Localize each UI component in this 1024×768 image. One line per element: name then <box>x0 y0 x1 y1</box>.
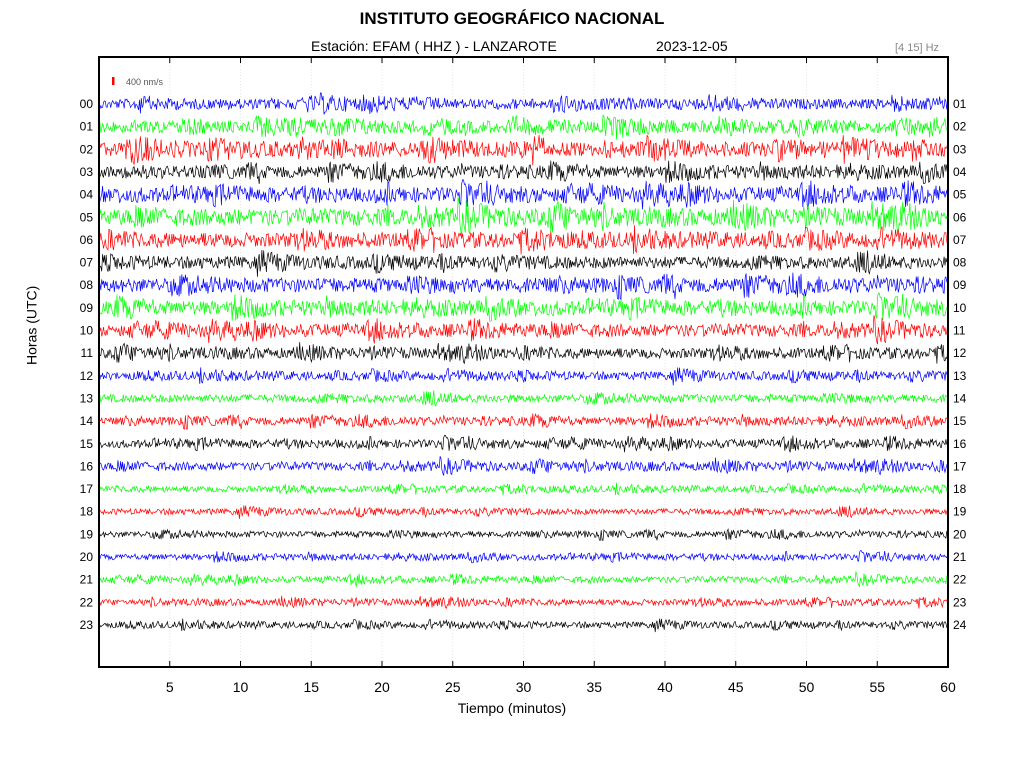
x-tick-label: 15 <box>303 679 319 695</box>
right-hour-label: 02 <box>953 120 967 134</box>
right-hour-label: 22 <box>953 573 967 587</box>
date-label: 2023-12-05 <box>656 38 728 54</box>
trace-hour-05 <box>98 197 949 236</box>
right-hour-label: 24 <box>953 618 967 632</box>
left-hour-label: 03 <box>80 165 94 179</box>
right-hour-label: 13 <box>953 369 967 383</box>
trace-hour-12 <box>98 367 949 386</box>
x-tick-label: 55 <box>869 679 885 695</box>
trace-hour-13 <box>98 390 948 407</box>
trace-hour-04 <box>98 179 949 210</box>
right-hour-label: 01 <box>953 97 967 111</box>
trace-hour-00 <box>98 92 949 115</box>
trace-hour-16 <box>98 456 948 476</box>
x-tick-label: 60 <box>940 679 956 695</box>
right-hour-label: 07 <box>953 233 967 247</box>
x-tick-label: 30 <box>516 679 532 695</box>
right-hour-label: 08 <box>953 256 967 270</box>
left-hour-label: 22 <box>80 595 94 609</box>
trace-hour-08 <box>98 272 948 300</box>
trace-hour-03 <box>98 160 949 184</box>
right-hour-label: 12 <box>953 346 967 360</box>
left-hour-label: 18 <box>80 505 94 519</box>
left-hour-label: 13 <box>80 391 94 405</box>
right-hour-label: 03 <box>953 142 967 156</box>
right-hour-label: 14 <box>953 391 967 405</box>
right-hour-label: 11 <box>953 324 966 338</box>
trace-hour-22 <box>98 595 949 610</box>
right-hour-label: 19 <box>953 505 967 519</box>
left-hour-label: 08 <box>80 278 94 292</box>
trace-hour-06 <box>98 225 949 255</box>
frequency-band-label: [4 15] Hz <box>895 42 940 54</box>
left-hour-label: 04 <box>80 188 94 202</box>
trace-hour-17 <box>98 482 949 496</box>
left-hour-label: 16 <box>80 459 94 473</box>
trace-hour-10 <box>98 315 949 345</box>
left-hour-label: 20 <box>80 550 94 564</box>
trace-hour-18 <box>98 505 948 519</box>
x-tick-label: 20 <box>374 679 390 695</box>
right-hour-label: 18 <box>953 482 967 496</box>
trace-hour-21 <box>98 570 948 588</box>
trace-hour-15 <box>98 434 949 453</box>
chart-title: INSTITUTO GEOGRÁFICO NACIONAL <box>359 9 665 28</box>
right-hour-label: 20 <box>953 527 967 541</box>
right-hour-label: 16 <box>953 437 967 451</box>
left-hour-label: 01 <box>80 120 94 134</box>
right-hour-label: 21 <box>953 550 967 564</box>
left-hour-label: 10 <box>80 324 94 338</box>
left-hour-label: 14 <box>80 414 94 428</box>
left-hour-label: 07 <box>80 256 94 270</box>
trace-hour-02 <box>98 134 949 166</box>
x-tick-label: 45 <box>728 679 744 695</box>
right-hour-label: 15 <box>953 414 967 428</box>
right-hour-label: 05 <box>953 188 967 202</box>
x-tick-label: 25 <box>445 679 461 695</box>
left-hour-label: 00 <box>80 97 94 111</box>
station-label: Estación: EFAM ( HHZ ) - LANZAROTE <box>311 38 557 54</box>
left-hour-label: 15 <box>80 437 94 451</box>
trace-hour-20 <box>98 550 949 564</box>
right-hour-label: 09 <box>953 278 967 292</box>
plot-frame <box>98 56 949 668</box>
left-hour-label: 21 <box>80 573 94 587</box>
x-tick-label: 35 <box>586 679 602 695</box>
trace-hour-23 <box>98 618 948 633</box>
right-hour-label: 06 <box>953 210 967 224</box>
x-tick-label: 40 <box>657 679 673 695</box>
x-tick-label: 50 <box>799 679 815 695</box>
trace-hour-01 <box>98 114 948 140</box>
x-tick-label: 5 <box>166 679 174 695</box>
left-hour-label: 09 <box>80 301 94 315</box>
left-hour-label: 19 <box>80 527 94 541</box>
left-hour-label: 11 <box>81 346 94 360</box>
x-axis-label: Tiempo (minutos) <box>457 700 567 716</box>
left-hour-label: 23 <box>80 618 94 632</box>
left-hour-label: 05 <box>80 210 94 224</box>
right-hour-label: 10 <box>953 301 967 315</box>
left-hour-label: 17 <box>80 482 94 496</box>
x-tick-label: 10 <box>233 679 249 695</box>
right-hour-label: 17 <box>953 459 967 473</box>
trace-hour-19 <box>98 528 949 541</box>
amplitude-scale-label: 400 nm/s <box>126 77 164 87</box>
right-hour-label: 23 <box>953 595 967 609</box>
left-hour-label: 02 <box>80 142 94 156</box>
trace-hour-11 <box>98 342 949 365</box>
amplitude-scale-bar <box>112 77 115 85</box>
trace-hour-14 <box>98 413 949 430</box>
trace-hour-07 <box>98 249 949 277</box>
trace-hour-09 <box>98 292 949 322</box>
left-hour-label: 06 <box>80 233 94 247</box>
right-hour-label: 04 <box>953 165 967 179</box>
left-hour-label: 12 <box>80 369 94 383</box>
